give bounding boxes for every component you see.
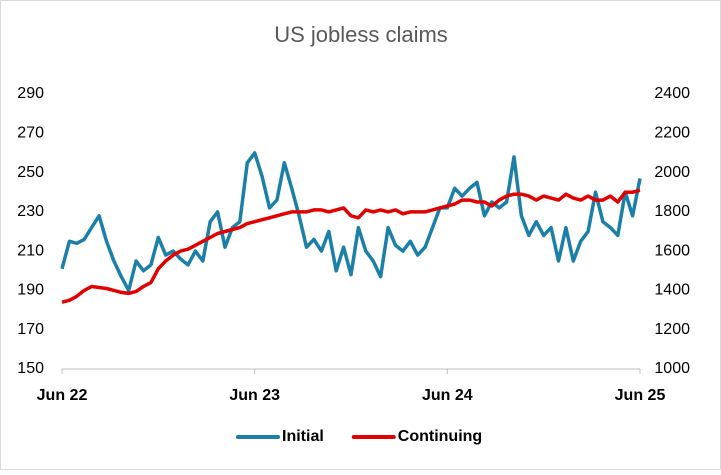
x-tick-label: Jun 25 (615, 387, 666, 404)
y-tick-label: 190 (17, 282, 44, 299)
y-tick-label: 210 (17, 242, 44, 259)
y-tick-label: 170 (17, 321, 44, 338)
y2-tick-label: 1000 (654, 360, 690, 377)
y2-tick-label: 2400 (654, 85, 690, 102)
legend-label: Initial (282, 428, 324, 445)
x-tick-label: Jun 24 (422, 387, 473, 404)
y-tick-label: 250 (17, 164, 44, 181)
y2-tick-label: 1600 (654, 242, 690, 259)
x-tick-label: Jun 22 (37, 387, 88, 404)
y2-tick-label: 1800 (654, 203, 690, 220)
y-tick-label: 150 (17, 360, 44, 377)
x-tick-label: Jun 23 (229, 387, 280, 404)
y2-tick-label: 1400 (654, 282, 690, 299)
series-line (60, 151, 642, 293)
y-tick-label: 290 (17, 85, 44, 102)
y-tick-label: 270 (17, 125, 44, 142)
y2-tick-label: 2000 (654, 164, 690, 181)
series-line (61, 188, 641, 304)
y2-tick-label: 1200 (654, 321, 690, 338)
y2-tick-label: 2200 (654, 125, 690, 142)
y-tick-label: 230 (17, 203, 44, 220)
chart-title: US jobless claims (274, 22, 448, 47)
legend-label: Continuing (398, 428, 482, 445)
